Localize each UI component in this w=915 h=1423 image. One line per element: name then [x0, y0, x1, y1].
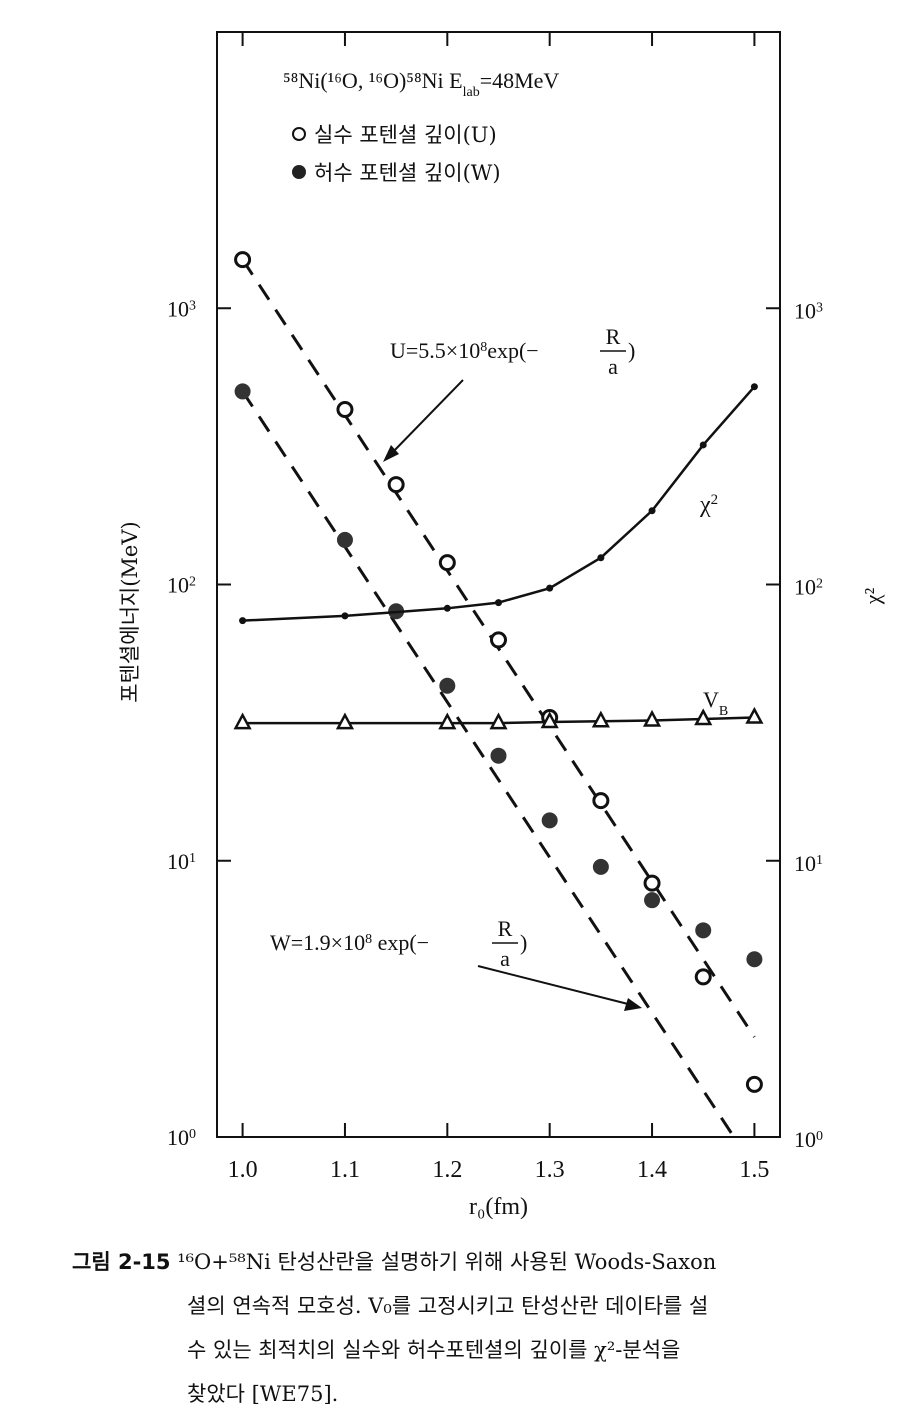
u-fit-close: ): [628, 338, 635, 363]
y-tick-label-right: 103: [794, 298, 823, 323]
data-point: [490, 631, 507, 649]
series-3: [233, 706, 764, 730]
caption-line: 그림 2-15 ¹⁶O+⁵⁸Ni 탄성산란을 설명하기 위해 사용된 Woods…: [72, 1240, 915, 1284]
data-series: [233, 251, 764, 1093]
caption-text: ¹⁶O+⁵⁸Ni 탄성산란을 설명하기 위해 사용된 Woods-Saxon: [177, 1250, 717, 1274]
u-fit-numerator: R: [606, 324, 621, 349]
y-axis-label-right: χ²: [860, 587, 885, 605]
legend: ⁵⁸Ni(¹⁶O, ¹⁶O)⁵⁸Ni Elab=48MeV 실수 포텐셜 깊이(U…: [283, 68, 559, 185]
caption-line: 찾았다 [WE75].: [187, 1382, 339, 1406]
data-point: [341, 612, 349, 620]
x-tick-label: 1.0: [228, 1157, 258, 1183]
caption-number: 그림 2-15: [72, 1250, 171, 1274]
data-point: [694, 968, 712, 986]
data-point: [239, 617, 247, 625]
data-point: [592, 792, 610, 810]
data-point: [750, 383, 758, 391]
legend-label: 허수 포텐셜 깊이(W): [314, 161, 501, 185]
chi2-label: χ2: [699, 492, 718, 518]
legend-marker-open-circle: [292, 127, 306, 141]
data-point: [387, 476, 405, 494]
series-line: [242, 385, 756, 622]
x-axis-label: r₀(fm): [469, 1194, 528, 1220]
data-point: [644, 892, 661, 909]
series-1: [234, 383, 763, 968]
data-point: [335, 712, 355, 730]
y-tick-label-left: 100: [167, 1125, 196, 1150]
data-point: [642, 709, 662, 727]
y-tick-label-left: 101: [167, 849, 196, 874]
y-tick-label-right: 101: [794, 851, 823, 876]
w-fit-arrow: [477, 965, 629, 1005]
series-0: [234, 251, 763, 1093]
x-tick-label: 1.4: [637, 1157, 667, 1183]
data-point: [591, 710, 610, 728]
x-tick-label: 1.3: [535, 1157, 565, 1183]
legend-label: 실수 포텐셜 깊이(U): [314, 123, 497, 147]
data-point: [592, 858, 609, 875]
data-point: [746, 951, 763, 968]
annotations: U=5.5×108exp(− Ra) W=1.9×108 exp(− Ra) χ2 VB: [270, 324, 728, 1011]
caption-line: 수 있는 최적치의 실수와 허수포텐셜의 깊이를 χ²-분석을: [187, 1338, 681, 1362]
x-tick-label: 1.5: [739, 1157, 769, 1183]
data-point: [234, 383, 251, 400]
y-tick-label-left: 102: [167, 573, 196, 598]
data-point: [438, 554, 456, 572]
x-tick-label: 1.2: [432, 1157, 462, 1183]
data-point: [495, 599, 502, 607]
fit-lines: [241, 258, 756, 1138]
data-point: [648, 507, 656, 515]
data-point: [745, 1075, 763, 1093]
data-point: [439, 677, 456, 694]
w-fit-denominator: a: [500, 946, 510, 971]
series-2: [239, 383, 758, 625]
figure-caption: 그림 2-15 ¹⁶O+⁵⁸Ni 탄성산란을 설명하기 위해 사용된 Woods…: [72, 1240, 915, 1416]
u-fit-label: U=5.5×108exp(−: [390, 338, 539, 363]
data-point: [489, 712, 508, 730]
w-fit-arrowhead: [624, 998, 642, 1011]
data-point: [699, 441, 707, 449]
axis-ticks: 1.0 1.1 1.2 1.3 1.4 1.5 100 100 101 101 102 102 103 1…: [118, 32, 885, 1220]
data-point: [540, 711, 559, 729]
w-fit-numerator: R: [498, 916, 513, 941]
vb-label: VB: [703, 687, 728, 719]
data-point: [694, 708, 713, 726]
u-fit-arrow: [389, 379, 464, 456]
chart-title: ⁵⁸Ni(¹⁶O, ¹⁶O)⁵⁸Ni Elab=48MeV: [283, 68, 559, 100]
data-point: [695, 922, 712, 939]
fit-line-w: [241, 390, 736, 1138]
y-tick-label-left: 103: [167, 296, 196, 321]
data-point: [597, 554, 605, 562]
y-tick-label-right: 100: [794, 1127, 823, 1152]
data-point: [234, 251, 252, 269]
u-fit-arrowhead: [383, 445, 399, 462]
y-axis-label: 포텐셜에너지(MeV): [118, 521, 142, 702]
caption-line: 셜의 연속적 모호성. V₀를 고정시키고 탄성산란 데이타를 설: [187, 1294, 709, 1318]
w-fit-label: W=1.9×108 exp(−: [270, 930, 429, 955]
data-point: [745, 706, 764, 724]
x-tick-label: 1.1: [330, 1157, 360, 1183]
data-point: [336, 531, 353, 548]
y-tick-label-right: 102: [794, 575, 823, 600]
data-point: [438, 712, 457, 730]
legend-marker-filled-circle: [292, 165, 306, 179]
data-point: [336, 401, 354, 419]
data-point: [233, 712, 252, 730]
data-point: [546, 584, 554, 592]
data-point: [643, 874, 661, 892]
data-point: [541, 812, 558, 829]
data-point: [490, 747, 507, 764]
chart: 1.0 1.1 1.2 1.3 1.4 1.5 100 100 101 101 102 102 103 1…: [118, 31, 885, 1220]
data-point: [443, 604, 451, 612]
u-fit-denominator: a: [608, 354, 618, 379]
w-fit-close: ): [520, 930, 527, 955]
